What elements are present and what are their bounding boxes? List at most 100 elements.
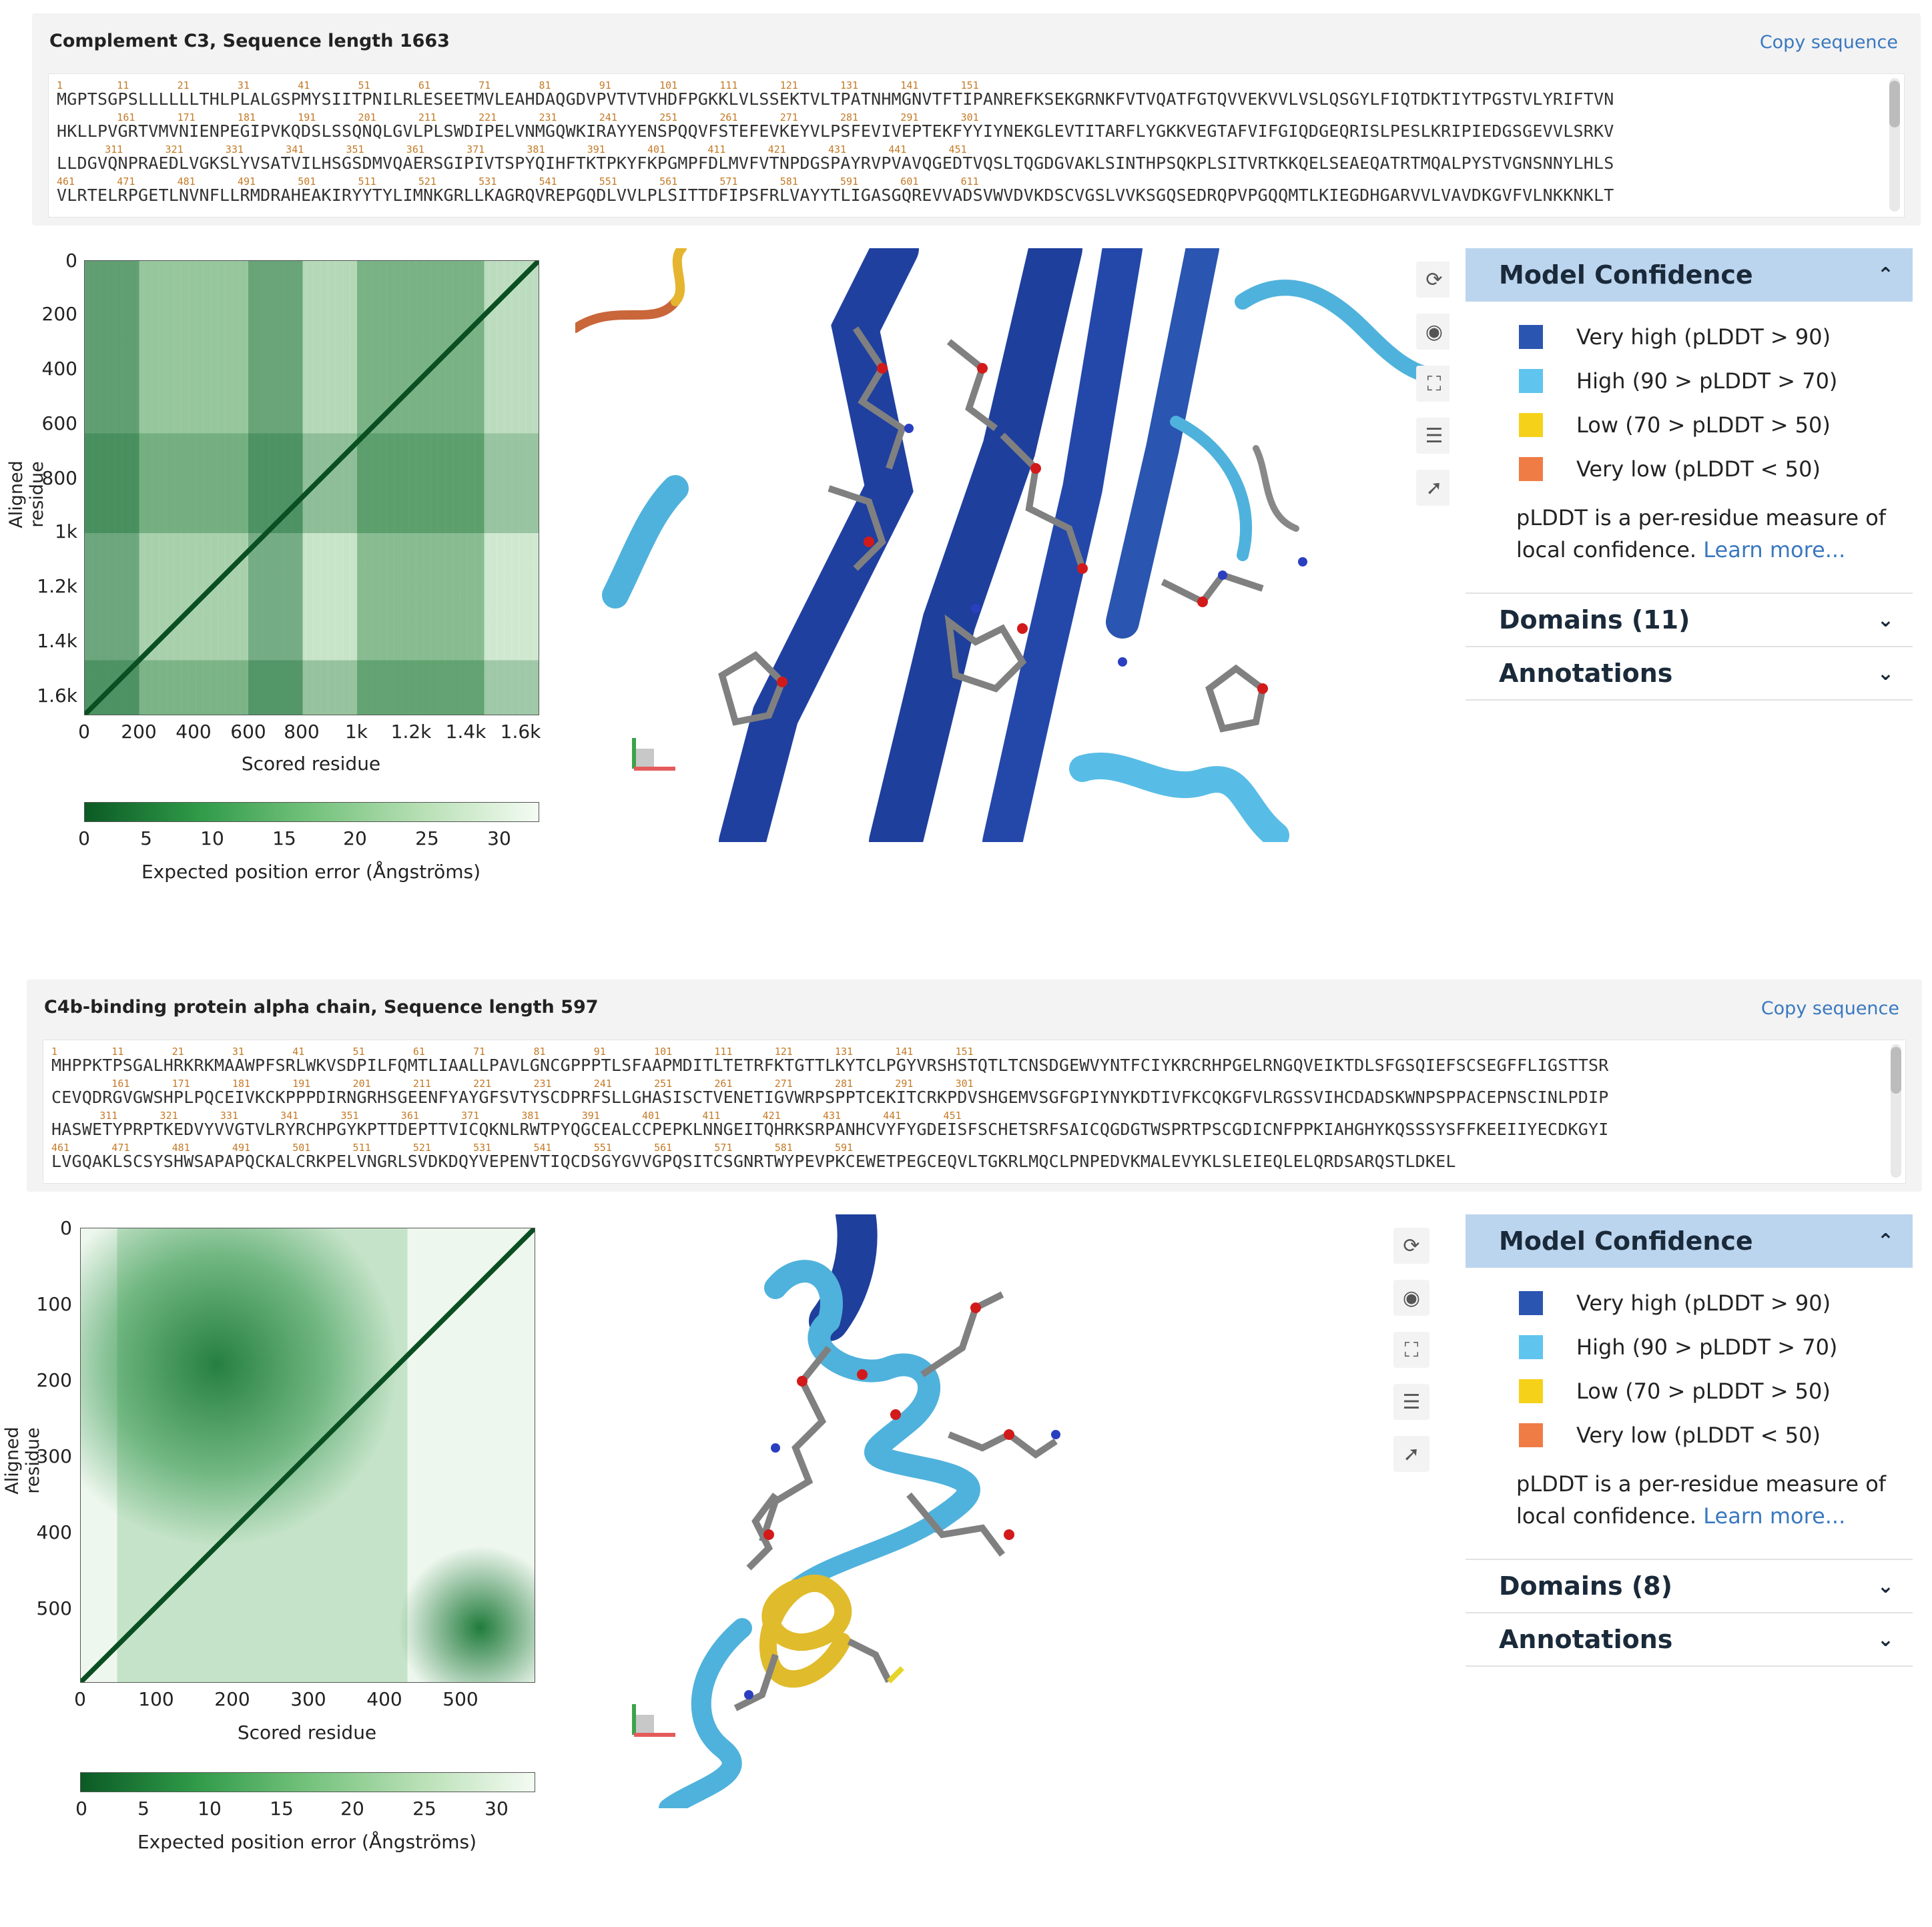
- y-tick: 300: [36, 1445, 72, 1467]
- colorbar-label: Expected position error (Ångströms): [137, 1831, 476, 1853]
- annotations-label: Annotations: [1499, 1625, 1673, 1654]
- annotations-accordion[interactable]: Annotations ⌄: [1466, 647, 1913, 701]
- viewer-toolbar: ⟳ ◉ ⛶ ☰ ➚: [1393, 1228, 1429, 1488]
- pae-heatmap[interactable]: [80, 1228, 535, 1683]
- pae-heatmap[interactable]: [84, 260, 539, 715]
- y-tick: 0: [65, 250, 77, 272]
- structure-viewer[interactable]: ⟳ ◉ ⛶ ☰ ➚: [575, 248, 1450, 842]
- colorbar-tick: 0: [78, 827, 90, 849]
- model-confidence-toggle[interactable]: Model Confidence ⌃: [1466, 248, 1913, 302]
- y-tick: 500: [36, 1597, 72, 1619]
- pointer-icon[interactable]: ➚: [1393, 1436, 1429, 1472]
- learn-more-link[interactable]: Learn more...: [1703, 537, 1846, 562]
- domains-label: Domains (11): [1499, 605, 1690, 635]
- sequence-line: 311 321 331 341 351 361 371 381 391 401 …: [57, 143, 1877, 174]
- plddt-description: pLDDT is a per-residue measure of local …: [1466, 1457, 1913, 1532]
- colorbar-tick: 5: [140, 827, 152, 849]
- sequence-header: C4b-binding protein alpha chain, Sequenc…: [27, 980, 1922, 1192]
- sequence-line: 1 11 21 31 41 51 61 71 81 91 101 111 121…: [57, 79, 1877, 110]
- domains-accordion[interactable]: Domains (11) ⌄: [1466, 593, 1913, 647]
- sequence-line: 161 171 181 191 201 211 221 231 241 251 …: [57, 111, 1877, 142]
- color-swatch: [1519, 369, 1543, 393]
- colorbar-tick: 20: [343, 827, 367, 849]
- colorbar-tick: 30: [485, 1798, 509, 1820]
- colorbar-tick: 15: [270, 1798, 294, 1820]
- residue-index-row: 1 11 21 31 41 51 61 71 81 91 101 111 121…: [51, 1046, 974, 1058]
- color-swatch: [1519, 413, 1543, 437]
- sequence-scroll-thumb[interactable]: [1889, 81, 1900, 127]
- y-tick: 1.2k: [37, 575, 77, 597]
- y-tick: 0: [60, 1217, 72, 1239]
- x-tick: 500: [442, 1688, 478, 1710]
- settings-icon[interactable]: ☰: [1416, 418, 1450, 454]
- residue-index-row: 161 171 181 191 201 211 221 231 241 251 …: [51, 1078, 974, 1090]
- camera-icon[interactable]: ◉: [1393, 1280, 1429, 1316]
- rotate-icon[interactable]: ⟳: [1393, 1228, 1429, 1264]
- residue-index-row: 311 321 331 341 351 361 371 381 391 401 …: [51, 1110, 962, 1122]
- residue-letters[interactable]: VLRTELRPGETLNVNFLLRMDRAHEAKIRYYTYLIMNKGR…: [57, 185, 1614, 205]
- annotations-accordion[interactable]: Annotations ⌄: [1466, 1613, 1913, 1667]
- expand-icon[interactable]: ⛶: [1393, 1332, 1429, 1368]
- residue-letters[interactable]: HKLLPVGRTVMVNIENPEGIPVKQDSLSSQNQLGVLPLSW…: [57, 121, 1614, 141]
- protein-structure-render[interactable]: [575, 248, 1450, 842]
- pae-colorbar: [80, 1772, 535, 1792]
- residue-letters[interactable]: LLDGVQNPRAEDLVGKSLYVSATVILHSGSDMVQAERSGI…: [57, 153, 1614, 173]
- chevron-down-icon: ⌄: [1877, 1574, 1894, 1598]
- x-tick: 100: [138, 1688, 174, 1710]
- sequence-viewer[interactable]: 1 11 21 31 41 51 61 71 81 91 101 111 121…: [43, 1040, 1906, 1184]
- protein-structure-render[interactable]: [575, 1214, 1450, 1808]
- residue-letters[interactable]: CEVQDRGVGWSHPLPQCEIVKCKPPPDIRNGRHSGEENFY…: [51, 1088, 1609, 1107]
- legend-label: High (90 > pLDDT > 70): [1576, 1334, 1838, 1360]
- residue-index-row: 161 171 181 191 201 211 221 231 241 251 …: [57, 111, 979, 123]
- color-swatch: [1519, 1379, 1543, 1403]
- color-swatch: [1519, 1335, 1543, 1359]
- structure-viewer[interactable]: ⟳ ◉ ⛶ ☰ ➚: [575, 1214, 1450, 1808]
- colorbar-tick: 20: [340, 1798, 364, 1820]
- sequence-line: 461 471 481 491 501 511 521 531 541 551 …: [51, 1142, 1879, 1172]
- colorbar-tick: 25: [412, 1798, 436, 1820]
- plddt-info-text: pLDDT is a per-residue measure of local …: [1516, 1471, 1887, 1529]
- sequence-viewer[interactable]: 1 11 21 31 41 51 61 71 81 91 101 111 121…: [48, 73, 1905, 218]
- y-tick: 1k: [54, 520, 77, 542]
- axes-gizmo-icon: [629, 1701, 675, 1742]
- residue-index-row: 461 471 481 491 501 511 521 531 541 551 …: [57, 175, 979, 187]
- domains-accordion[interactable]: Domains (8) ⌄: [1466, 1559, 1913, 1613]
- sequence-scroll-thumb[interactable]: [1891, 1047, 1901, 1094]
- camera-icon[interactable]: ◉: [1416, 314, 1450, 350]
- legend-label: Low (70 > pLDDT > 50): [1576, 1379, 1831, 1404]
- colorbar-tick: 0: [75, 1798, 87, 1820]
- pae-plot: 0 200 400 600 800 1k 1.2k 1.4k 1.6k 0 20…: [0, 247, 561, 914]
- copy-sequence-button[interactable]: Copy sequence: [1759, 32, 1898, 53]
- colorbar-tick: 30: [487, 827, 511, 849]
- model-confidence-title: Model Confidence: [1499, 1226, 1753, 1256]
- residue-letters[interactable]: MHPPKTPSGALHRKRKMAAWPFSRLWKVSDPILFQMTLIA…: [51, 1056, 1609, 1075]
- model-confidence-toggle[interactable]: Model Confidence ⌃: [1466, 1214, 1913, 1268]
- annotations-label: Annotations: [1499, 659, 1673, 688]
- pointer-icon[interactable]: ➚: [1416, 470, 1450, 506]
- residue-letters[interactable]: MGPTSGPSLLLLLLTHLPLALGSPMYSIITPNILRLESEE…: [57, 89, 1614, 109]
- x-tick: 600: [230, 721, 266, 743]
- x-tick: 1.6k: [500, 721, 541, 743]
- x-tick: 1.2k: [390, 721, 432, 743]
- rotate-icon[interactable]: ⟳: [1416, 262, 1450, 298]
- legend-item-high: High (90 > pLDDT > 70): [1466, 1325, 1913, 1369]
- colorbar-tick: 25: [415, 827, 439, 849]
- copy-sequence-button[interactable]: Copy sequence: [1760, 998, 1899, 1019]
- x-tick: 800: [284, 721, 320, 743]
- sequence-line: 1 11 21 31 41 51 61 71 81 91 101 111 121…: [51, 1046, 1879, 1076]
- learn-more-link[interactable]: Learn more...: [1703, 1503, 1846, 1529]
- color-swatch: [1519, 1423, 1543, 1447]
- residue-index-row: 311 321 331 341 351 361 371 381 391 401 …: [57, 143, 967, 155]
- settings-icon[interactable]: ☰: [1393, 1384, 1429, 1420]
- colorbar-tick: 10: [200, 827, 224, 849]
- residue-letters[interactable]: LVGQAKLSCSYSHWSAPAPQCKALCRKPELVNGRLSVDKD…: [51, 1152, 1456, 1171]
- y-tick: 100: [36, 1293, 72, 1315]
- model-confidence-sidebar: Model Confidence ⌃ Very high (pLDDT > 90…: [1466, 248, 1913, 701]
- expand-icon[interactable]: ⛶: [1416, 366, 1450, 402]
- residue-letters[interactable]: HASWETYPRPTKEDVYVVGTVLRYRCHPGYKPTTDEPTTV…: [51, 1120, 1609, 1139]
- legend-label: Very low (pLDDT < 50): [1576, 1423, 1821, 1448]
- legend-label: Very low (pLDDT < 50): [1576, 456, 1821, 482]
- protein-panel-c4bp: C4b-binding protein alpha chain, Sequenc…: [0, 966, 1932, 1927]
- pae-plot: 0 100 200 300 400 500 0 100 200 300 400 …: [0, 1213, 561, 1880]
- legend-label: High (90 > pLDDT > 70): [1576, 368, 1838, 394]
